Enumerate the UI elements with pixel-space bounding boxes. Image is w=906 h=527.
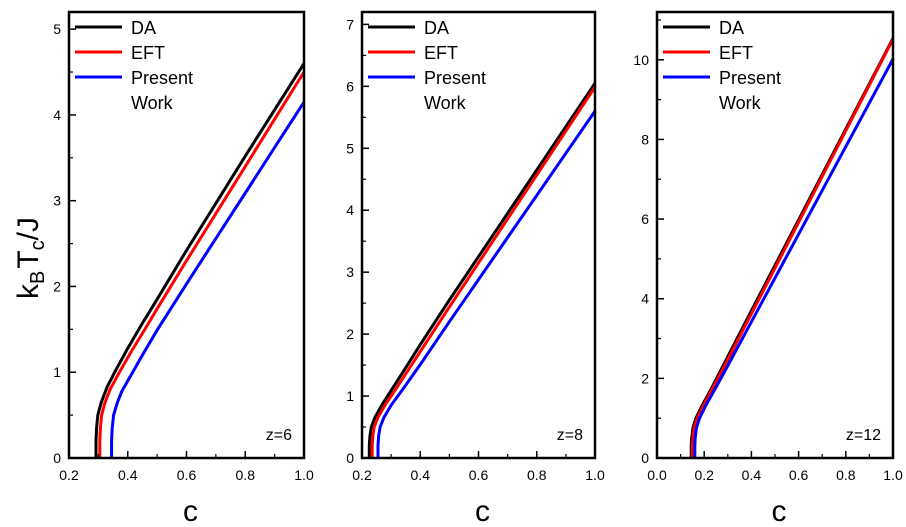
legend: DA EFT Present Work [75, 18, 193, 113]
x-tick-label: 0.6 [789, 467, 809, 483]
y-axis-title-sub-b: B [27, 271, 49, 284]
y-tick-label: 1 [346, 388, 354, 404]
legend-label: EFT [131, 43, 165, 63]
y-axis-title-sub-c: c [27, 240, 49, 250]
y-tick-label: 4 [641, 291, 649, 307]
x-tick-label: 0.8 [527, 467, 547, 483]
legend-label: DA [131, 18, 156, 38]
chart-panel-3: 0.0 0.2 0.4 0.6 0.8 1.0 0 2 4 6 8 10 c DA EFT Present Wo… [633, 10, 903, 527]
x-tick-label: 0.2 [59, 467, 79, 483]
series-line-present-work [693, 58, 895, 458]
series-line-eft [690, 38, 895, 458]
x-tick-label: 0.6 [469, 467, 489, 483]
y-tick-label: 3 [53, 193, 61, 209]
x-tick-label: 1.0 [585, 467, 605, 483]
legend-label: Work [424, 93, 467, 113]
series-line-da [94, 62, 306, 458]
x-axis-title: c [183, 495, 198, 527]
y-tick-label: 4 [346, 202, 354, 218]
y-tick-label: 2 [641, 370, 649, 386]
panels: 0.2 0.4 0.6 0.8 1.0 0 1 2 3 4 5 c DA EFT Present Work z=… [53, 10, 903, 527]
y-tick-label: 1 [53, 364, 61, 380]
series-line-eft [98, 71, 306, 458]
series-line-eft [370, 86, 597, 458]
legend-label: DA [719, 18, 744, 38]
legend-label: Present [131, 68, 193, 88]
x-tick-label: 0.6 [177, 467, 197, 483]
x-tick-label: 0.4 [742, 467, 762, 483]
x-tick-label: 1.0 [883, 467, 903, 483]
series-line-present-work [110, 101, 306, 458]
x-tick-label: 0.0 [647, 467, 667, 483]
legend-label: Present [424, 68, 486, 88]
y-tick-label: 8 [641, 131, 649, 147]
x-axis-title: c [475, 495, 490, 527]
y-tick-label: 7 [346, 16, 354, 32]
y-tick-label: 2 [346, 326, 354, 342]
legend-label: EFT [424, 43, 458, 63]
y-tick-label: 2 [53, 278, 61, 294]
y-tick-label: 0 [53, 450, 61, 466]
y-tick-label: 0 [346, 450, 354, 466]
chart-panel-1: 0.2 0.4 0.6 0.8 1.0 0 1 2 3 4 5 c DA EFT Present Work z=… [53, 10, 314, 527]
series-line-present-work [376, 110, 597, 458]
y-tick-label: 5 [53, 21, 61, 37]
x-tick-label: 0.4 [118, 467, 138, 483]
x-tick-label: 0.2 [352, 467, 372, 483]
x-tick-label: 0.8 [236, 467, 256, 483]
y-tick-label: 5 [346, 140, 354, 156]
y-axis-title-t: T [12, 250, 45, 268]
y-axis-title-tail: /J [12, 217, 45, 240]
legend-label: Present [719, 68, 781, 88]
panel-annotation: z=6 [266, 427, 292, 444]
legend-label: DA [424, 18, 449, 38]
y-tick-label: 6 [641, 211, 649, 227]
x-axis-title: c [772, 495, 787, 527]
y-axis-title-k: k [12, 283, 45, 299]
x-tick-label: 1.0 [294, 467, 314, 483]
legend-label: EFT [719, 43, 753, 63]
x-tick-label: 0.4 [411, 467, 431, 483]
chart-panel-2: 0.2 0.4 0.6 0.8 1.0 0 1 2 3 4 5 6 7 c DA EFT Present Work… [346, 10, 605, 527]
legend: DA EFT Present Work [663, 18, 781, 113]
y-tick-label: 0 [641, 450, 649, 466]
legend: DA EFT Present Work [368, 18, 486, 113]
legend-label: Work [131, 93, 174, 113]
x-tick-label: 0.8 [836, 467, 856, 483]
y-tick-label: 3 [346, 264, 354, 280]
y-tick-label: 6 [346, 78, 354, 94]
y-axis-title: kBTc/J [12, 217, 49, 299]
legend-label: Work [719, 93, 762, 113]
y-tick-label: 10 [633, 52, 649, 68]
x-tick-label: 0.2 [694, 467, 714, 483]
y-tick-label: 4 [53, 107, 61, 123]
panel-annotation: z=12 [846, 427, 881, 444]
series-line-da [367, 82, 597, 458]
panel-annotation: z=8 [557, 427, 583, 444]
